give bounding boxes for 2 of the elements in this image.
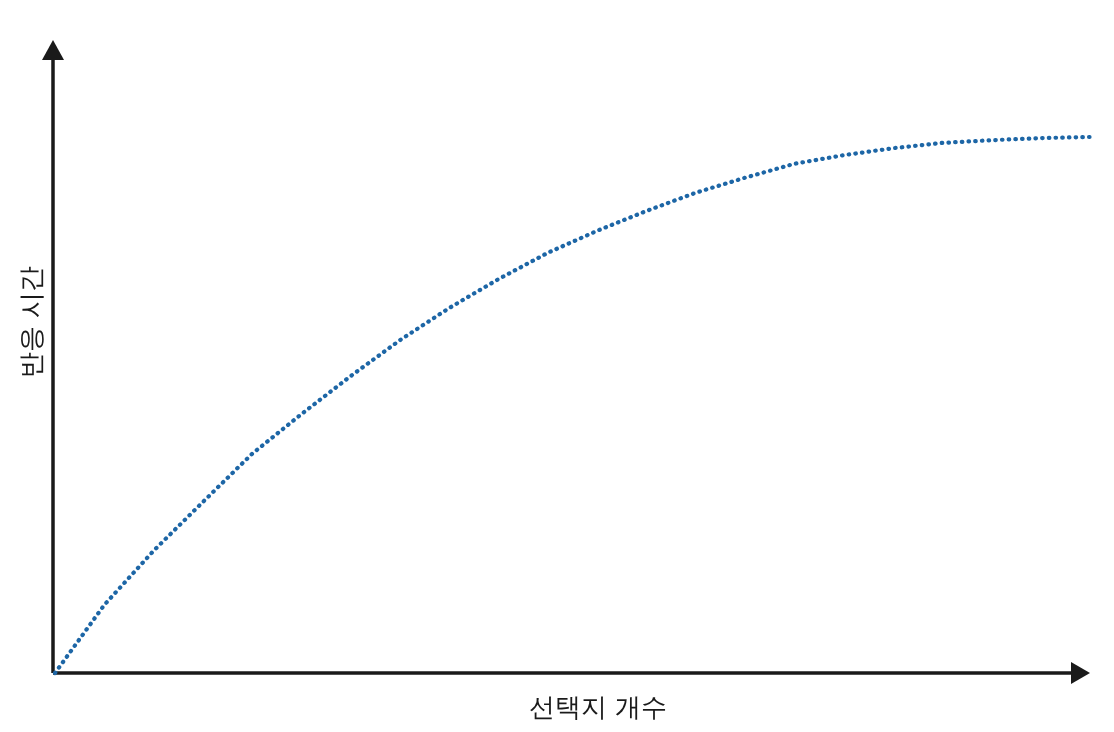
x-axis-title: 선택지 개수 [528, 692, 668, 722]
y-axis-title: 반응 시간 [16, 265, 46, 379]
